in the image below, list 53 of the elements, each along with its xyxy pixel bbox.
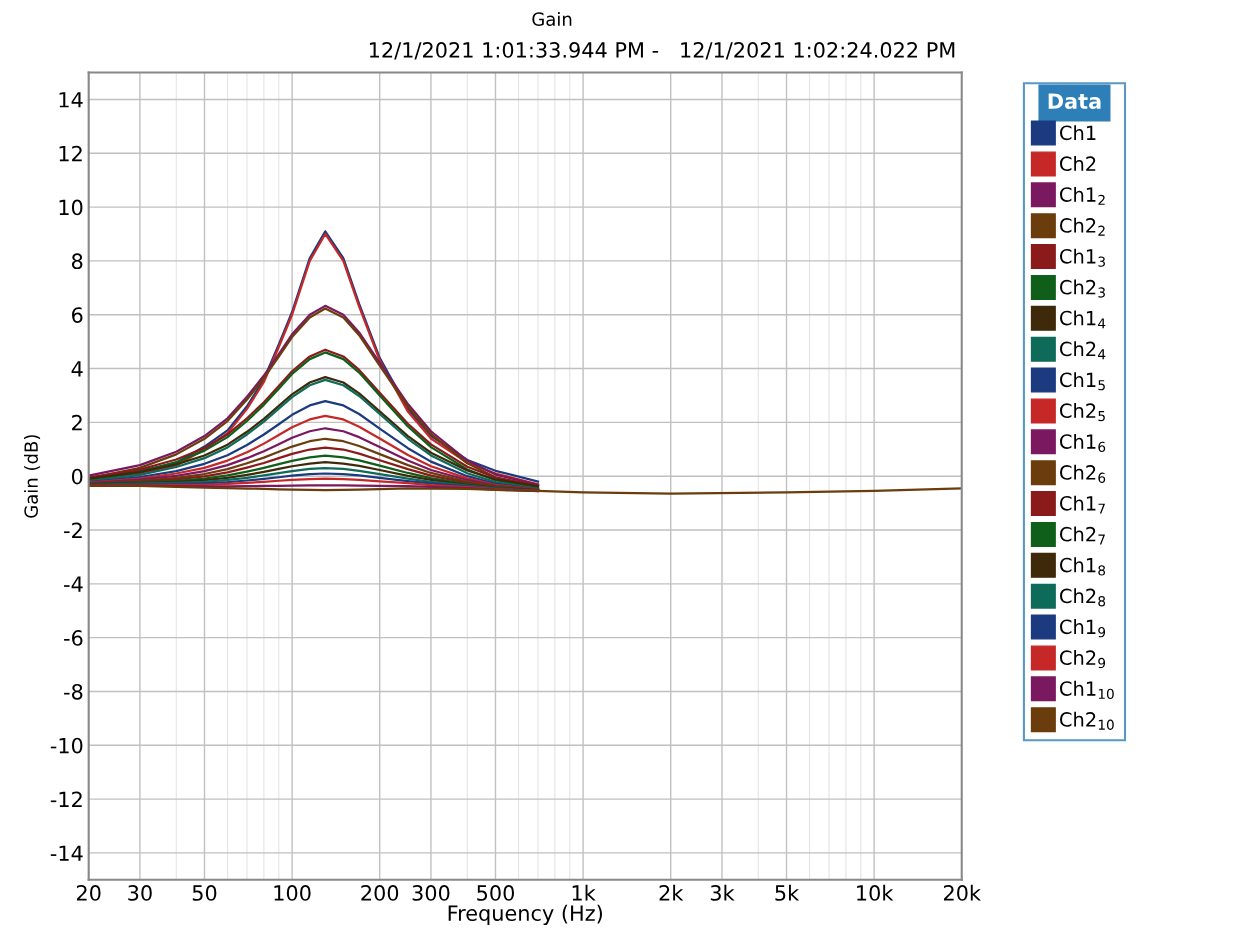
x-tick-label: 30 bbox=[128, 885, 152, 901]
legend-label: Ch1 bbox=[1060, 125, 1096, 141]
legend-label: Ch2$_{2}$ bbox=[1060, 217, 1105, 236]
x-tick-label: 10k bbox=[857, 884, 894, 901]
x-tick-label: 3k bbox=[710, 884, 735, 901]
y-tick-label: 6 bbox=[72, 307, 83, 323]
legend-label: Ch1$_{9}$ bbox=[1060, 619, 1106, 638]
y-tick-label: 8 bbox=[71, 253, 83, 270]
legend-label: Ch1$_{5}$ bbox=[1060, 372, 1105, 391]
legend-label: Ch2$_{5}$ bbox=[1060, 403, 1105, 422]
y-tick-label: -4 bbox=[64, 576, 83, 592]
legend-label: Ch2 bbox=[1060, 156, 1096, 172]
x-axis-title: Frequency (Hz) bbox=[448, 904, 602, 926]
y-tick-label: -14 bbox=[50, 845, 83, 861]
x-tick-label: 5k bbox=[775, 884, 800, 901]
legend-label: Ch1$_{4}$ bbox=[1060, 310, 1106, 329]
y-tick-label: -10 bbox=[50, 737, 83, 754]
chart-title: Gain bbox=[532, 11, 572, 26]
y-tick-label: -2 bbox=[64, 522, 82, 538]
y-tick-label: -8 bbox=[64, 683, 83, 700]
legend-label: Ch2$_{9}$ bbox=[1060, 650, 1106, 669]
y-axis-title: Gain (dB) bbox=[23, 435, 41, 518]
y-tick-label: 2 bbox=[72, 414, 82, 431]
legend-label: Ch1$_{7}$ bbox=[1060, 495, 1105, 514]
chart-subtitle: 12/1/2021 1:01:33.944 PM - 12/1/2021 1:02:24.022 PM bbox=[369, 42, 955, 60]
legend-label: Ch2$_{8}$ bbox=[1060, 588, 1106, 607]
x-tick-label: 2k bbox=[659, 884, 684, 901]
x-tick-label: 50 bbox=[192, 885, 217, 901]
y-tick-label: 4 bbox=[71, 361, 83, 377]
legend-label: Ch1$_{10}$ bbox=[1060, 680, 1114, 700]
legend-label: Ch1$_{2}$ bbox=[1060, 186, 1105, 205]
y-tick-label: -12 bbox=[50, 791, 82, 808]
y-tick-label: 10 bbox=[59, 199, 83, 216]
legend-title: Data bbox=[1048, 93, 1101, 110]
legend-label: Ch2$_{3}$ bbox=[1060, 279, 1105, 298]
x-tick-label: 20k bbox=[943, 884, 981, 901]
x-tick-label: 200 bbox=[361, 885, 399, 901]
y-tick-label: -6 bbox=[64, 630, 83, 646]
x-tick-label: 100 bbox=[274, 885, 311, 901]
legend-label: Ch1$_{3}$ bbox=[1060, 248, 1105, 267]
y-tick-label: 14 bbox=[59, 92, 83, 108]
legend-label: Ch2$_{6}$ bbox=[1060, 464, 1106, 483]
legend-label: Ch1$_{6}$ bbox=[1060, 433, 1106, 453]
x-tick-label: 1k bbox=[572, 884, 596, 901]
x-tick-label: 300 bbox=[412, 885, 450, 901]
y-tick-label: 12 bbox=[59, 145, 82, 162]
y-tick-label: 0 bbox=[71, 468, 83, 485]
legend-label: Ch2$_{4}$ bbox=[1060, 341, 1106, 360]
x-tick-label: 500 bbox=[477, 885, 514, 901]
x-tick-label: 20 bbox=[76, 885, 101, 901]
legend-label: Ch1$_{8}$ bbox=[1060, 557, 1106, 576]
legend-label: Ch2$_{10}$ bbox=[1060, 711, 1114, 730]
legend-label: Ch2$_{7}$ bbox=[1060, 526, 1105, 545]
